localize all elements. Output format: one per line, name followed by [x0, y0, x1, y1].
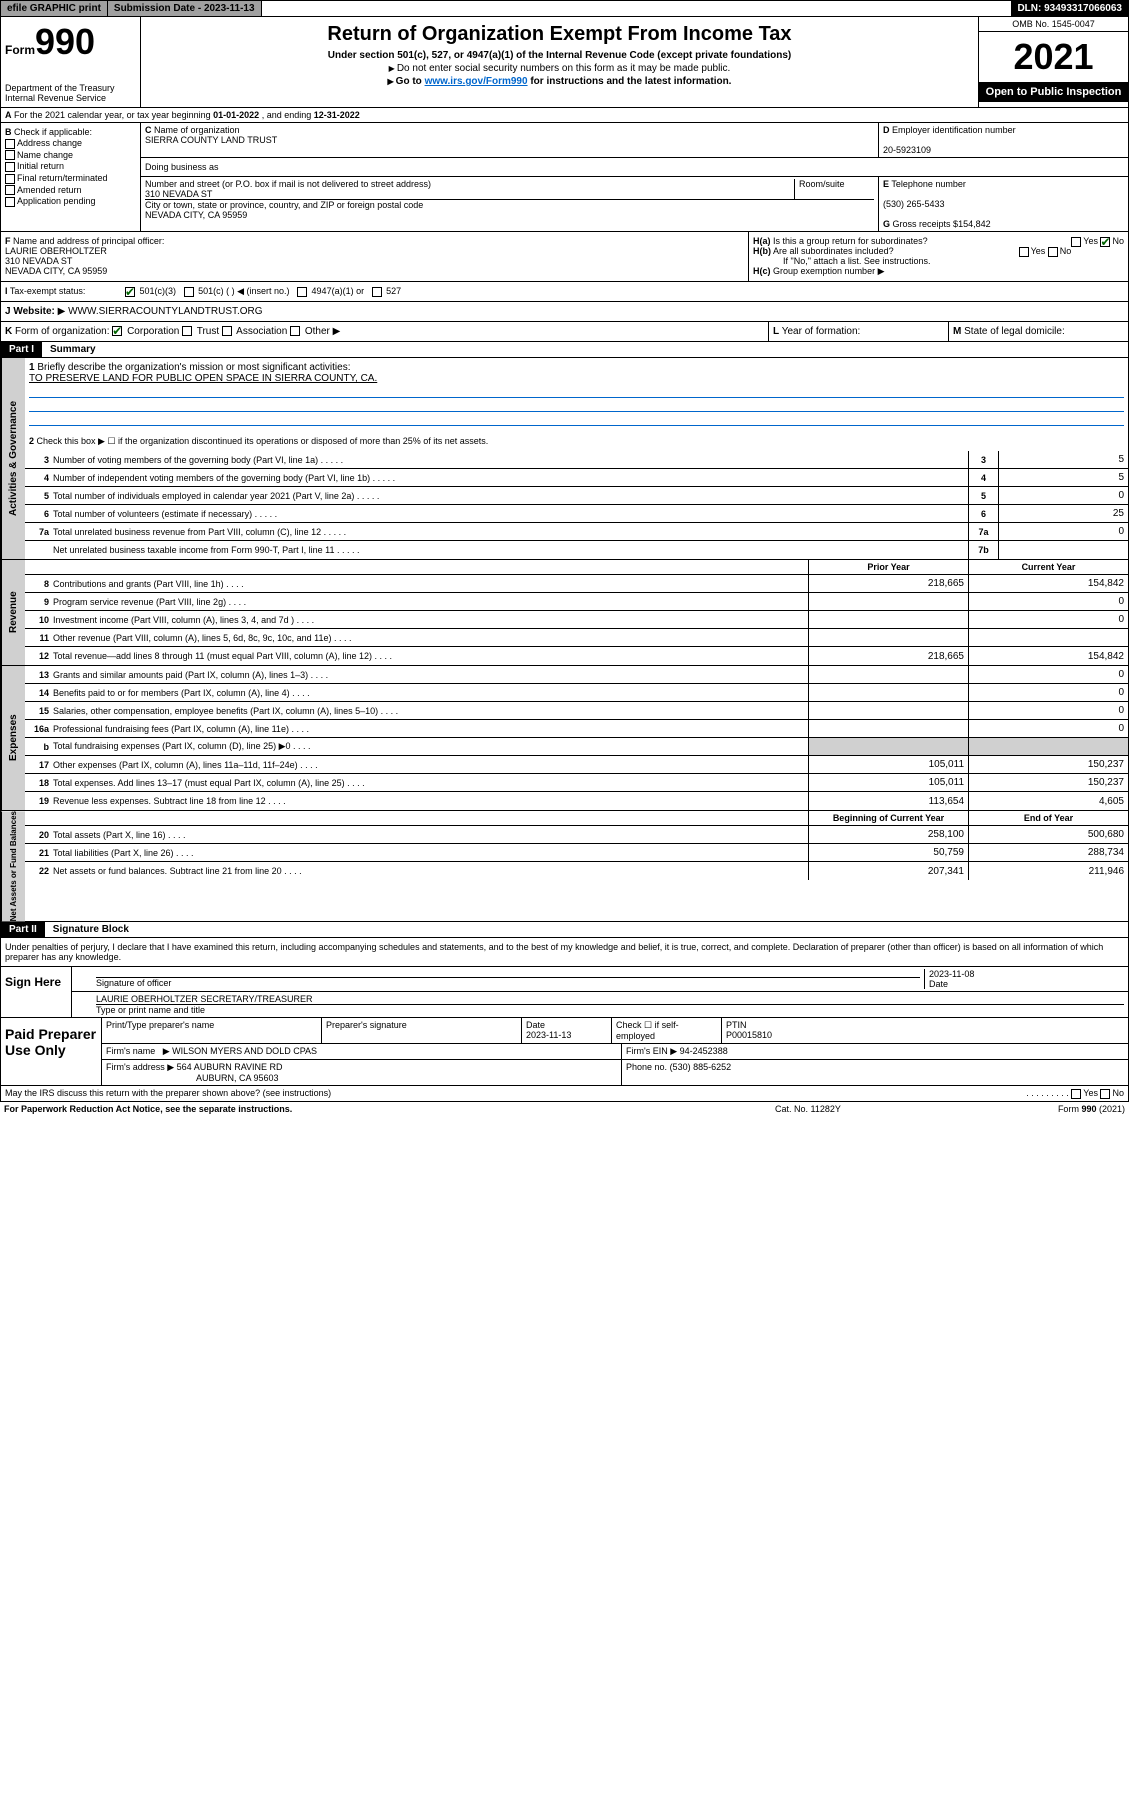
summary-row: 4Number of independent voting members of… [25, 469, 1128, 487]
form-header: Form990 Department of the Treasury Inter… [0, 17, 1129, 108]
subtitle-3: Go to www.irs.gov/Form990 for instructio… [147, 76, 972, 87]
form-title: Return of Organization Exempt From Incom… [147, 23, 972, 46]
summary-row: 13Grants and similar amounts paid (Part … [25, 666, 1128, 684]
principal-officer: F Name and address of principal officer:… [1, 232, 748, 281]
dept-label: Department of the Treasury Internal Reve… [5, 83, 136, 103]
summary-row: 14Benefits paid to or for members (Part … [25, 684, 1128, 702]
section-j: J Website: ▶ WWW.SIERRACOUNTYLANDTRUST.O… [0, 302, 1129, 322]
revenue: Revenue Prior YearCurrent Year 8Contribu… [0, 560, 1129, 666]
rev-header: Prior YearCurrent Year [25, 560, 1128, 575]
dba: Doing business as [141, 158, 1128, 177]
penalty-statement: Under penalties of perjury, I declare th… [0, 938, 1129, 967]
net-header: Beginning of Current YearEnd of Year [25, 811, 1128, 826]
summary-row: Net unrelated business taxable income fr… [25, 541, 1128, 559]
ein: D Employer identification number20-59231… [878, 123, 1128, 157]
summary-row: bTotal fundraising expenses (Part IX, co… [25, 738, 1128, 756]
section-bcdefg: B Check if applicable: Address change Na… [0, 123, 1129, 232]
check-final-return[interactable]: Final return/terminated [5, 173, 136, 184]
footer: For Paperwork Reduction Act Notice, see … [0, 1102, 1129, 1116]
topbar: efile GRAPHIC print Submission Date - 20… [0, 0, 1129, 17]
summary-row: 15Salaries, other compensation, employee… [25, 702, 1128, 720]
summary-row: 10Investment income (Part VIII, column (… [25, 611, 1128, 629]
efile-label[interactable]: efile GRAPHIC print [1, 1, 108, 16]
summary-row: 11Other revenue (Part VIII, column (A), … [25, 629, 1128, 647]
section-i: I Tax-exempt status: 501(c)(3) 501(c) ( … [0, 282, 1129, 302]
summary-row: 8Contributions and grants (Part VIII, li… [25, 575, 1128, 593]
summary-row: 19Revenue less expenses. Subtract line 1… [25, 792, 1128, 810]
subtitle-2: Do not enter social security numbers on … [147, 63, 972, 74]
net-assets: Net Assets or Fund Balances Beginning of… [0, 811, 1129, 922]
summary-row: 16aProfessional fundraising fees (Part I… [25, 720, 1128, 738]
summary-row: 21Total liabilities (Part X, line 26) . … [25, 844, 1128, 862]
org-name: C Name of organizationSIERRA COUNTY LAND… [141, 123, 878, 157]
form-number: Form990 [5, 21, 136, 63]
paid-preparer: Paid Preparer Use Only Print/Type prepar… [0, 1018, 1129, 1086]
summary-row: 12Total revenue—add lines 8 through 11 (… [25, 647, 1128, 665]
check-initial-return[interactable]: Initial return [5, 161, 136, 172]
check-amended-return[interactable]: Amended return [5, 185, 136, 196]
line-2: 2 Check this box ▶ ☐ if the organization… [25, 432, 1128, 451]
submission-date: Submission Date - 2023-11-13 [108, 1, 262, 16]
omb-number: OMB No. 1545-0047 [979, 17, 1128, 32]
activities-governance: Activities & Governance 1 Briefly descri… [0, 358, 1129, 560]
summary-row: 20Total assets (Part X, line 16) . . . .… [25, 826, 1128, 844]
address: Number and street (or P.O. box if mail i… [141, 177, 878, 231]
check-address-change[interactable]: Address change [5, 138, 136, 149]
summary-row: 7aTotal unrelated business revenue from … [25, 523, 1128, 541]
section-fh: F Name and address of principal officer:… [0, 232, 1129, 282]
check-application-pending[interactable]: Application pending [5, 196, 136, 207]
open-inspection: Open to Public Inspection [979, 82, 1128, 102]
section-a: A For the 2021 calendar year, or tax yea… [0, 108, 1129, 123]
summary-row: 22Net assets or fund balances. Subtract … [25, 862, 1128, 880]
summary-row: 5Total number of individuals employed in… [25, 487, 1128, 505]
summary-row: 9Program service revenue (Part VIII, lin… [25, 593, 1128, 611]
summary-row: 3Number of voting members of the governi… [25, 451, 1128, 469]
sign-here: Sign Here Signature of officer2023-11-08… [0, 967, 1129, 1018]
summary-row: 18Total expenses. Add lines 13–17 (must … [25, 774, 1128, 792]
part-i-header: Part ISummary [0, 342, 1129, 358]
phone-receipts: E Telephone number(530) 265-5433 G Gross… [878, 177, 1128, 231]
part-ii-header: Part IISignature Block [0, 922, 1129, 938]
section-h: H(a) Is this a group return for subordin… [748, 232, 1128, 281]
check-name-change[interactable]: Name change [5, 150, 136, 161]
subtitle-1: Under section 501(c), 527, or 4947(a)(1)… [147, 50, 972, 61]
expenses: Expenses 13Grants and similar amounts pa… [0, 666, 1129, 811]
tax-year: 2021 [979, 32, 1128, 82]
summary-row: 17Other expenses (Part IX, column (A), l… [25, 756, 1128, 774]
irs-discuss: May the IRS discuss this return with the… [0, 1086, 1129, 1102]
section-klm: K Form of organization: Corporation Trus… [0, 322, 1129, 342]
mission: 1 Briefly describe the organization's mi… [25, 358, 1128, 432]
summary-row: 6Total number of volunteers (estimate if… [25, 505, 1128, 523]
section-b: B Check if applicable: Address change Na… [1, 123, 141, 231]
dln: DLN: 93493317066063 [1011, 1, 1128, 16]
